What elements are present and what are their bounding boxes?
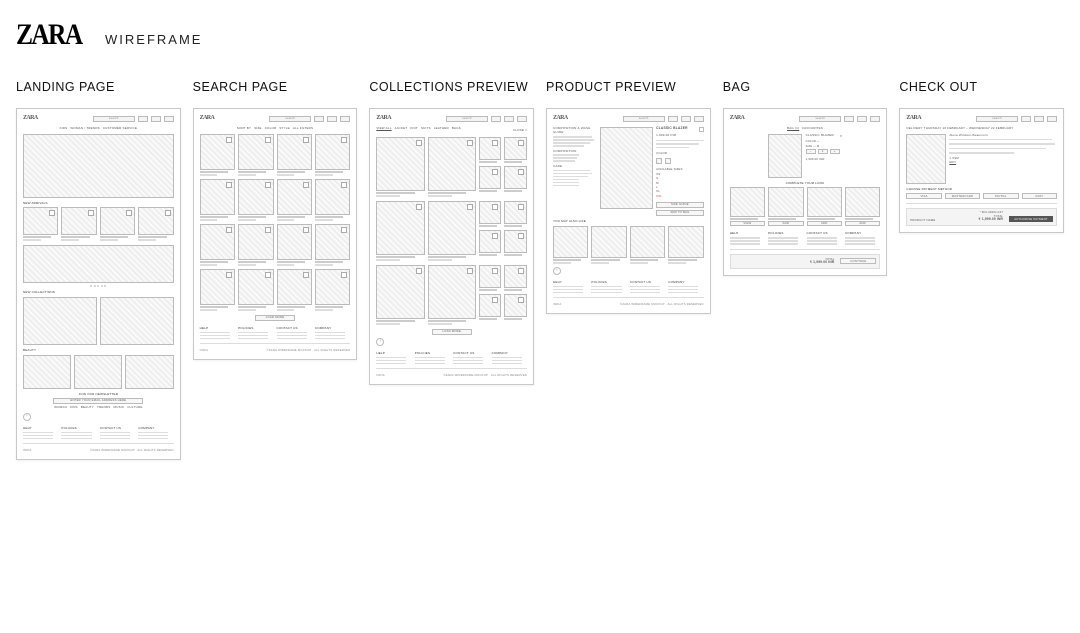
frame-collections: ZARA search VIEW ALL JACKETKNIT SUITSLEA…	[369, 108, 534, 385]
composition-panel: COMPOSITION & WASH GUIDE COMPOSITION CAR…	[553, 127, 597, 216]
util-bag[interactable]	[164, 116, 174, 122]
newsletter-input[interactable]: ENTER YOUR EMAIL ADDRESS HERE	[53, 398, 143, 404]
page-subtitle: WIREFRAME	[105, 32, 202, 47]
section-new-collections: NEW COLLECTIONS	[23, 291, 174, 295]
customer-name: Alexa Windsor-Beaumont	[949, 134, 1057, 138]
mini-logo: ZARA	[23, 115, 38, 122]
filter-row[interactable]: SORT BYSIZE COLORSTYLE ALL FILTERS	[200, 127, 351, 131]
col-title: LANDING PAGE	[16, 80, 181, 94]
col-product: PRODUCT PREVIEW ZARA search COMPOSITION …	[546, 80, 711, 314]
product-main: COMPOSITION & WASH GUIDE COMPOSITION CAR…	[553, 127, 704, 216]
col-checkout: CHECK OUT ZARA search DELIVERY THURSDAY …	[899, 80, 1064, 233]
page-header: ZARA WIREFRAME	[16, 18, 1064, 52]
add-to-bag-button[interactable]: ADD TO BAG	[656, 210, 704, 216]
payment-methods[interactable]: VISA MASTERCARD PAYPAL GPAY	[906, 193, 1057, 199]
frame-bag: ZARA search BAG (1)FAVOURITES CLASSIC BL…	[723, 108, 888, 276]
newsletter-tags[interactable]: WOMANKIDS BEAUTYTRENDS MUSICCULTURE	[23, 406, 174, 410]
checkout-summary-bar: PRODUCT NAME * INCLUDING GST TOTAL ₹ 1,9…	[906, 208, 1057, 226]
col-search: SEARCH PAGE ZARA search SORT BYSIZE COLO…	[193, 80, 358, 360]
scroll-top-icon[interactable]: ↑	[553, 267, 561, 275]
new-arrivals-grid	[23, 207, 174, 241]
scroll-top-icon[interactable]: ↑	[23, 413, 31, 421]
collection-tabs[interactable]: VIEW ALL JACKETKNIT SUITSLEATHER BAGS	[376, 127, 461, 131]
col-collections: COLLECTIONS PREVIEW ZARA search VIEW ALL…	[369, 80, 534, 385]
search-input[interactable]: search	[93, 116, 135, 122]
load-more-button[interactable]: LOAD MORE	[255, 315, 295, 321]
section-beauty: BEAUTY	[23, 349, 174, 353]
also-like-grid	[553, 226, 704, 264]
collection-row	[376, 137, 527, 197]
frame-checkout: ZARA search DELIVERY THURSDAY 16 FEBRUAR…	[899, 108, 1064, 233]
col-title: CHECK OUT	[899, 80, 1064, 94]
bag-item-name: CLASSIC BLAZER	[806, 134, 834, 139]
section-also-like: YOU MAY ALSO LIKE	[553, 220, 704, 224]
size-guide-button[interactable]: SIZE GUIDE	[656, 202, 704, 208]
topbar: ZARA search	[23, 115, 174, 122]
bag-item-image	[768, 134, 802, 178]
continue-button[interactable]: CONTINUE	[840, 258, 876, 264]
results-row	[200, 134, 351, 176]
carousel-dots[interactable]	[23, 285, 174, 287]
bag-tabs[interactable]: BAG (1)FAVOURITES	[730, 127, 881, 131]
buy-panel: CLASSIC BLAZER 1,999.00 INR COLOR AVAILA…	[656, 127, 704, 216]
util-help[interactable]	[151, 116, 161, 122]
payment-title: CHOOSE PAYMENT METHOD	[906, 188, 1057, 192]
collections-grid	[23, 297, 174, 345]
footer: HELP POLICIES CONTACT US COMPANY	[23, 427, 174, 440]
search-input[interactable]: search	[623, 116, 665, 122]
col-title: SEARCH PAGE	[193, 80, 358, 94]
frame-product: ZARA search COMPOSITION & WASH GUIDE COM…	[546, 108, 711, 314]
frame-search: ZARA search SORT BYSIZE COLORSTYLE ALL F…	[193, 108, 358, 360]
qty-inc[interactable]: +	[830, 149, 840, 154]
checkout-body: Alexa Windsor-Beaumont 1 ITEM EDIT	[906, 134, 1057, 184]
qty-dec[interactable]: −	[806, 149, 816, 154]
scroll-top-icon[interactable]: ↑	[376, 338, 384, 346]
complete-look-title: COMPLETE YOUR LOOK	[730, 182, 881, 186]
frame-landing: ZARA search KIDSWOMAN / TRENDSCUSTOMER S…	[16, 108, 181, 460]
size-list[interactable]: XS S M L XL XXL	[656, 173, 704, 198]
remove-item-icon[interactable]: ×	[840, 134, 843, 139]
bag-item: CLASSIC BLAZER × COLOR — SIZE — M − 1 + …	[730, 134, 881, 178]
load-more-button[interactable]: LOAD MORE	[432, 329, 472, 335]
delivery-eta: DELIVERY THURSDAY 16 FEBRUARY – WEDNESDA…	[906, 127, 1057, 131]
search-input[interactable]: search	[799, 116, 841, 122]
bag-item-price: 1,999.00 INR	[806, 158, 843, 161]
wireframe-gallery: LANDING PAGE ZARA search KIDSWOMAN / TRE…	[16, 80, 1064, 460]
beauty-grid	[23, 355, 174, 389]
bag-summary-bar: TOTAL ₹ 1,999.00 INR CONTINUE	[730, 254, 881, 269]
search-input[interactable]: search	[269, 116, 311, 122]
col-title: PRODUCT PREVIEW	[546, 80, 711, 94]
authorise-payment-button[interactable]: AUTHORISE PAYMENT	[1009, 216, 1053, 222]
checkout-product-image	[906, 134, 946, 184]
checkout-product-name: PRODUCT NAME	[910, 219, 935, 222]
primary-nav[interactable]: KIDSWOMAN / TRENDSCUSTOMER SERVICE	[23, 127, 174, 131]
newsletter-title: JOIN OUR NEWSLETTER	[23, 393, 174, 397]
col-bag: BAG ZARA search BAG (1)FAVOURITES CLASSI…	[723, 80, 888, 276]
util-login[interactable]	[138, 116, 148, 122]
complete-look-grid: VIEW ADD ADD ADD	[730, 187, 881, 226]
col-title: BAG	[723, 80, 888, 94]
product-image	[600, 127, 654, 209]
col-title: COLLECTIONS PREVIEW	[369, 80, 534, 94]
brand-logo: ZARA	[16, 18, 81, 52]
search-input[interactable]: search	[446, 116, 488, 122]
close-button[interactable]: CLOSE ×	[513, 129, 527, 133]
col-landing: LANDING PAGE ZARA search KIDSWOMAN / TRE…	[16, 80, 181, 460]
product-name: CLASSIC BLAZER	[656, 127, 688, 132]
banner	[23, 245, 174, 283]
hero-image	[23, 134, 174, 198]
bookmark-icon[interactable]	[699, 127, 704, 132]
edit-address-link[interactable]: EDIT	[949, 161, 1057, 164]
search-input[interactable]: search	[976, 116, 1018, 122]
section-new-arrivals: NEW ARRIVALS	[23, 202, 174, 206]
product-price: 1,999.00 INR	[656, 134, 704, 138]
